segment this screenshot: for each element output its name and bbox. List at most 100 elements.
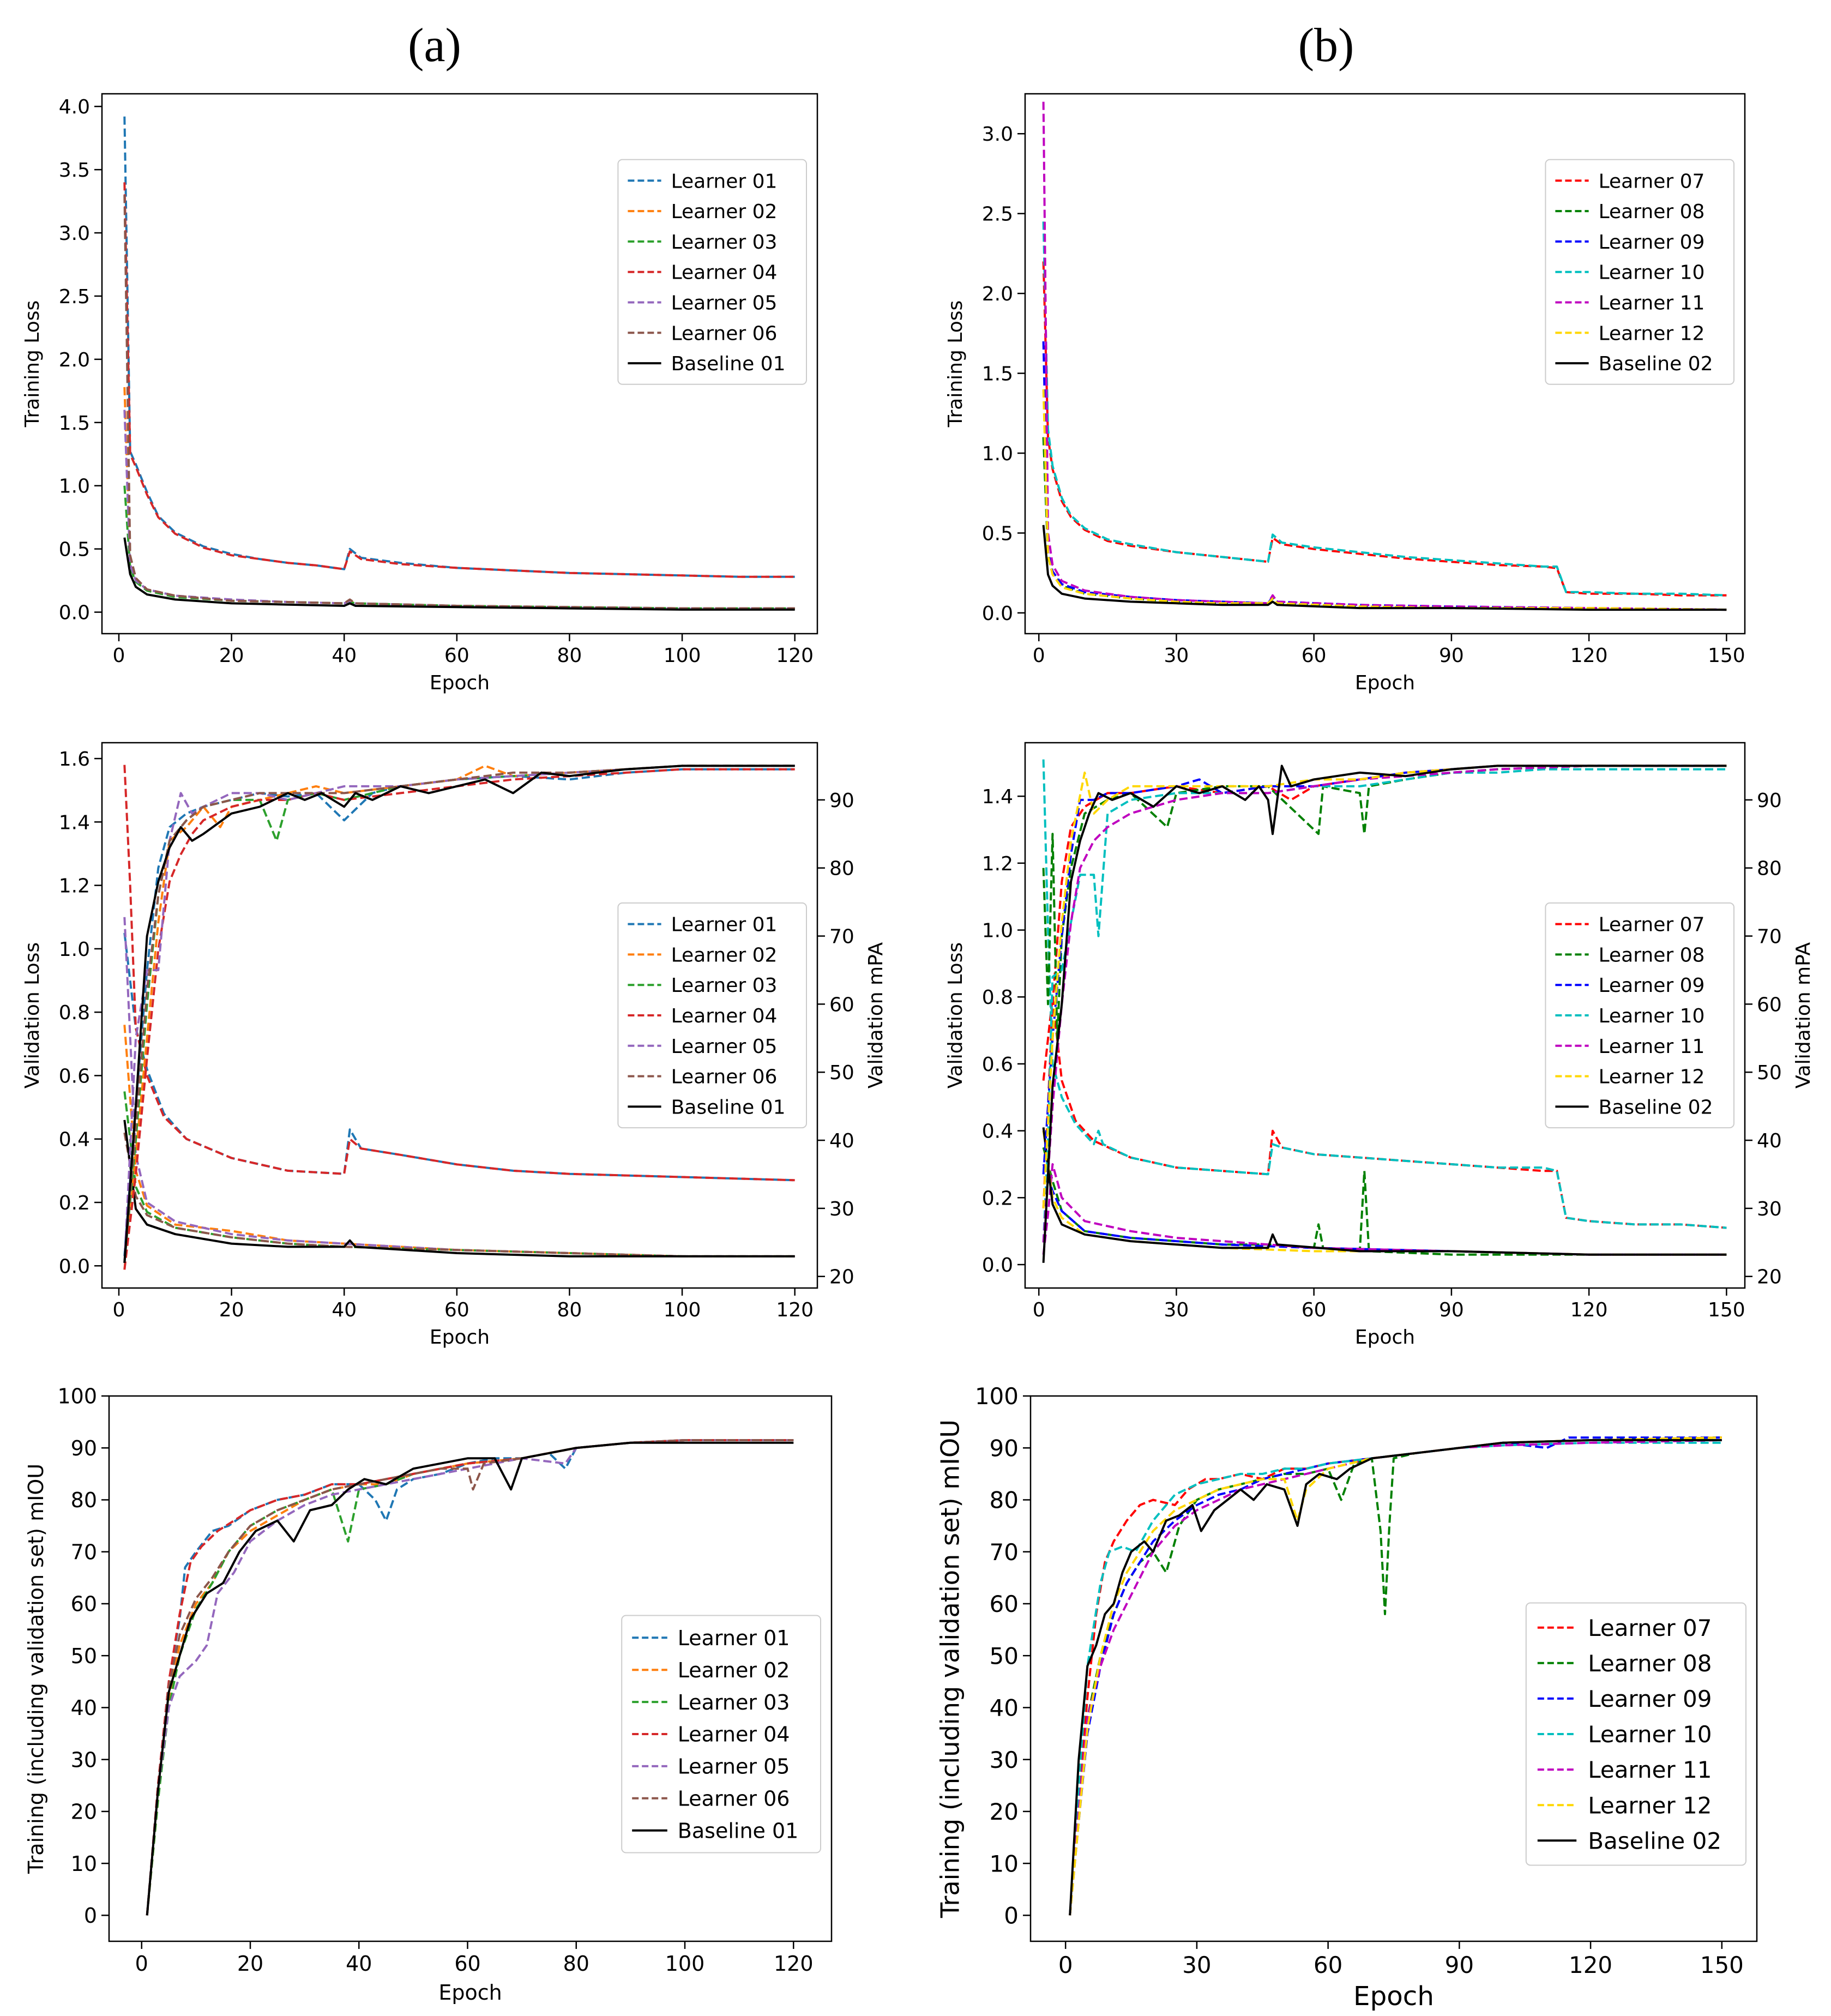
y-tick-label-a1-0: 0.0: [59, 602, 90, 624]
series-line-a3-learner-03: [146, 1439, 794, 1916]
y-tick-label-a1-4: 2.0: [59, 349, 90, 371]
x-tick-label-a1-0: 0: [113, 645, 125, 667]
legend-a2: Learner 01 Learner 02 Learner 03 Learner 04…: [617, 902, 808, 1129]
legend-label-a2-6: Baseline 01: [671, 1096, 786, 1118]
series-line-b2-learner-11-right: [1042, 765, 1727, 1243]
series-line-b1-learner-09: [1042, 341, 1727, 611]
column-title-a: (a): [408, 19, 461, 72]
y2-tick-label-b2-1: 30: [1757, 1198, 1782, 1220]
y-tick-label-a1-7: 3.5: [59, 159, 90, 182]
y2-tick-label-a2-5: 70: [829, 926, 854, 948]
y-tick-label-a2-6: 1.2: [59, 875, 90, 898]
x-tick-label-b2-3: 90: [1439, 1299, 1464, 1321]
series-line-a2-learner-06-left: [123, 1132, 795, 1257]
y-tick-label-b3-3: 30: [990, 1747, 1019, 1773]
legend-label-b2-5: Learner 12: [1599, 1066, 1705, 1088]
x-tick-label-a1-3: 60: [444, 645, 469, 667]
y-tick-label-a1-3: 1.5: [59, 412, 90, 435]
legend-label-a2-2: Learner 03: [671, 974, 778, 997]
y-tick-label-a3-8: 80: [71, 1488, 97, 1512]
y-tick-label-a3-4: 40: [71, 1696, 97, 1720]
x-tick-label-a3-6: 120: [774, 1952, 814, 1976]
series-line-b1-learner-07: [1042, 261, 1727, 597]
charts-container: 0 20 40 60 80 100 1200.00.51.01.52.02.53.03.54…: [21, 93, 1815, 2012]
y-axis-label-a3: Training (including validation set) mIOU: [24, 1464, 48, 1874]
legend-label-a3-3: Learner 04: [678, 1723, 790, 1747]
legend-label-a3-1: Learner 02: [678, 1658, 790, 1682]
x-tick-label-a3-4: 80: [563, 1952, 589, 1976]
x-tick-label-b3-4: 120: [1569, 1952, 1612, 1978]
legend-label-b1-0: Learner 07: [1599, 170, 1705, 192]
x-tick-label-a1-2: 40: [332, 645, 357, 667]
legend-label-b3-2: Learner 09: [1588, 1686, 1712, 1712]
series-line-a3-learner-05: [146, 1439, 794, 1916]
y-tick-label-a1-8: 4.0: [59, 96, 90, 118]
y2-tick-label-b2-4: 60: [1757, 994, 1782, 1016]
x-tick-label-b2-0: 0: [1033, 1299, 1045, 1321]
legend-label-b2-4: Learner 11: [1599, 1036, 1705, 1058]
legend-label-a1-2: Learner 03: [671, 231, 778, 254]
y-tick-label-b2-4: 0.8: [982, 986, 1013, 1009]
series-line-b2-learner-08-left: [1042, 1147, 1727, 1256]
y-tick-label-a2-8: 1.6: [59, 748, 90, 771]
y-tick-label-b3-6: 60: [990, 1591, 1019, 1617]
legend-box-b2: [1545, 902, 1734, 1129]
series-line-a2-baseline-01-left: [123, 1120, 795, 1257]
y-tick-label-a3-1: 10: [71, 1852, 97, 1876]
y2-tick-label-b2-6: 80: [1757, 858, 1782, 880]
y-tick-label-b2-7: 1.4: [982, 786, 1013, 808]
x-tick-label-b1-3: 90: [1439, 645, 1464, 667]
y-tick-label-a3-10: 100: [57, 1385, 97, 1409]
x-tick-label-b3-2: 60: [1314, 1952, 1342, 1978]
plot-frame-b1: [1024, 93, 1746, 635]
legend-box-b3: [1525, 1602, 1747, 1866]
y-tick-label-a2-5: 1.0: [59, 938, 90, 961]
y-tick-label-b2-1: 0.2: [982, 1187, 1013, 1209]
y-tick-label-a1-6: 3.0: [59, 222, 90, 245]
y-tick-label-b1-3: 1.5: [982, 363, 1013, 386]
x-tick-label-a1-1: 20: [219, 645, 244, 667]
plot-frame-a3: [108, 1395, 833, 1942]
x-tick-label-a1-5: 100: [664, 645, 701, 667]
series-line-b3-learner-12: [1069, 1436, 1722, 1916]
legend-label-a3-6: Baseline 01: [678, 1819, 799, 1843]
y-tick-label-a2-0: 0.0: [59, 1255, 90, 1278]
y-tick-label-b1-1: 0.5: [982, 522, 1013, 545]
series-line-b3-baseline-02: [1069, 1439, 1722, 1916]
y-tick-label-b3-1: 10: [990, 1850, 1019, 1877]
y-tick-label-a3-0: 0: [84, 1904, 97, 1928]
plot-frame-a2: [101, 742, 818, 1289]
plot-frame-b3: [1029, 1395, 1758, 1942]
x-tick-label-b2-4: 120: [1570, 1299, 1608, 1321]
legend-label-b2-2: Learner 09: [1599, 974, 1705, 997]
legend-label-b3-5: Learner 12: [1588, 1792, 1712, 1819]
y-tick-label-b2-0: 0.0: [982, 1254, 1013, 1277]
y-tick-label-b2-3: 0.6: [982, 1054, 1013, 1076]
y2-tick-label-a2-2: 40: [829, 1130, 854, 1152]
series-line-a1-baseline-01: [123, 537, 795, 611]
y2-tick-label-b2-3: 50: [1757, 1062, 1782, 1084]
y-tick-label-b3-4: 40: [990, 1695, 1019, 1722]
legend-box-b1: [1545, 159, 1734, 385]
series-line-a2-learner-04-right: [123, 768, 795, 1270]
x-axis-label-b2: Epoch: [1355, 1326, 1415, 1349]
series-line-b1-learner-12: [1042, 389, 1727, 611]
plot-frame-b2: [1024, 742, 1746, 1289]
legend-label-a3-0: Learner 01: [678, 1626, 790, 1650]
y-tick-label-b2-2: 0.4: [982, 1121, 1013, 1143]
x-tick-label-a3-5: 100: [665, 1952, 705, 1976]
legend-label-b2-1: Learner 08: [1599, 944, 1705, 966]
series-line-b1-learner-08: [1042, 437, 1727, 611]
series-line-a1-learner-04: [123, 182, 795, 578]
legend-label-b1-4: Learner 11: [1599, 292, 1705, 314]
x-tick-label-a2-5: 100: [664, 1299, 701, 1321]
legend-label-b3-4: Learner 11: [1588, 1756, 1712, 1783]
y2-tick-label-b2-0: 20: [1757, 1266, 1782, 1289]
x-tick-label-a2-1: 20: [219, 1299, 244, 1321]
series-line-a2-learner-01-right: [123, 768, 795, 1256]
legend-label-a2-4: Learner 05: [671, 1036, 778, 1058]
y-tick-label-a2-2: 0.4: [59, 1129, 90, 1151]
y-tick-label-b3-2: 20: [990, 1798, 1019, 1825]
x-tick-label-a2-4: 80: [557, 1299, 582, 1321]
